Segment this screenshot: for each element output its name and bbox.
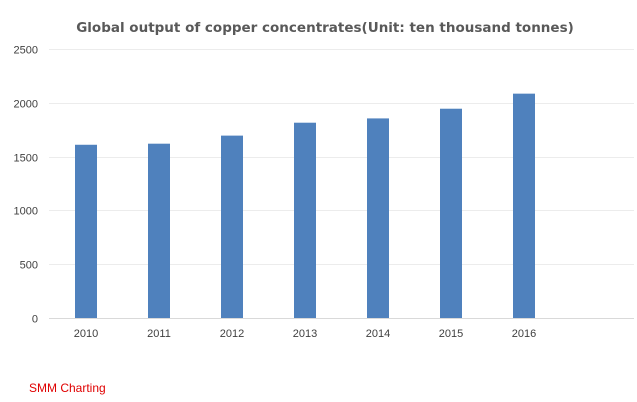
y-tick-label: 1500	[14, 153, 38, 165]
x-tick-label: 2013	[293, 328, 317, 340]
y-tick-label: 1000	[14, 206, 38, 218]
bar	[513, 93, 535, 319]
y-tick-label: 2500	[14, 45, 38, 57]
x-tick-label: 2015	[439, 328, 463, 340]
bar	[367, 118, 389, 318]
x-tick-label: 2012	[220, 328, 244, 340]
bar	[294, 122, 316, 319]
source-label: SMM Charting	[29, 381, 106, 395]
bar	[75, 144, 97, 318]
y-tick-label: 0	[32, 314, 38, 326]
x-tick-label: 2014	[366, 328, 390, 340]
x-tick-label: 2011	[147, 328, 171, 340]
bar	[440, 108, 462, 318]
x-tick-label: 2010	[74, 328, 98, 340]
bar	[221, 135, 243, 318]
x-tick-labels: 2010 2011 2012 2013 2014 2015 2016	[74, 328, 536, 340]
y-tick-label: 500	[20, 260, 38, 272]
bar	[148, 143, 170, 318]
y-tick-label: 2000	[14, 99, 38, 111]
gridlines	[49, 49, 634, 265]
bars	[75, 93, 535, 319]
chart-title: Global output of copper concentrates(Uni…	[76, 20, 574, 36]
y-tick-labels: 0 500 1000 1500 2000 2500	[14, 45, 38, 326]
x-tick-label: 2016	[512, 328, 536, 340]
